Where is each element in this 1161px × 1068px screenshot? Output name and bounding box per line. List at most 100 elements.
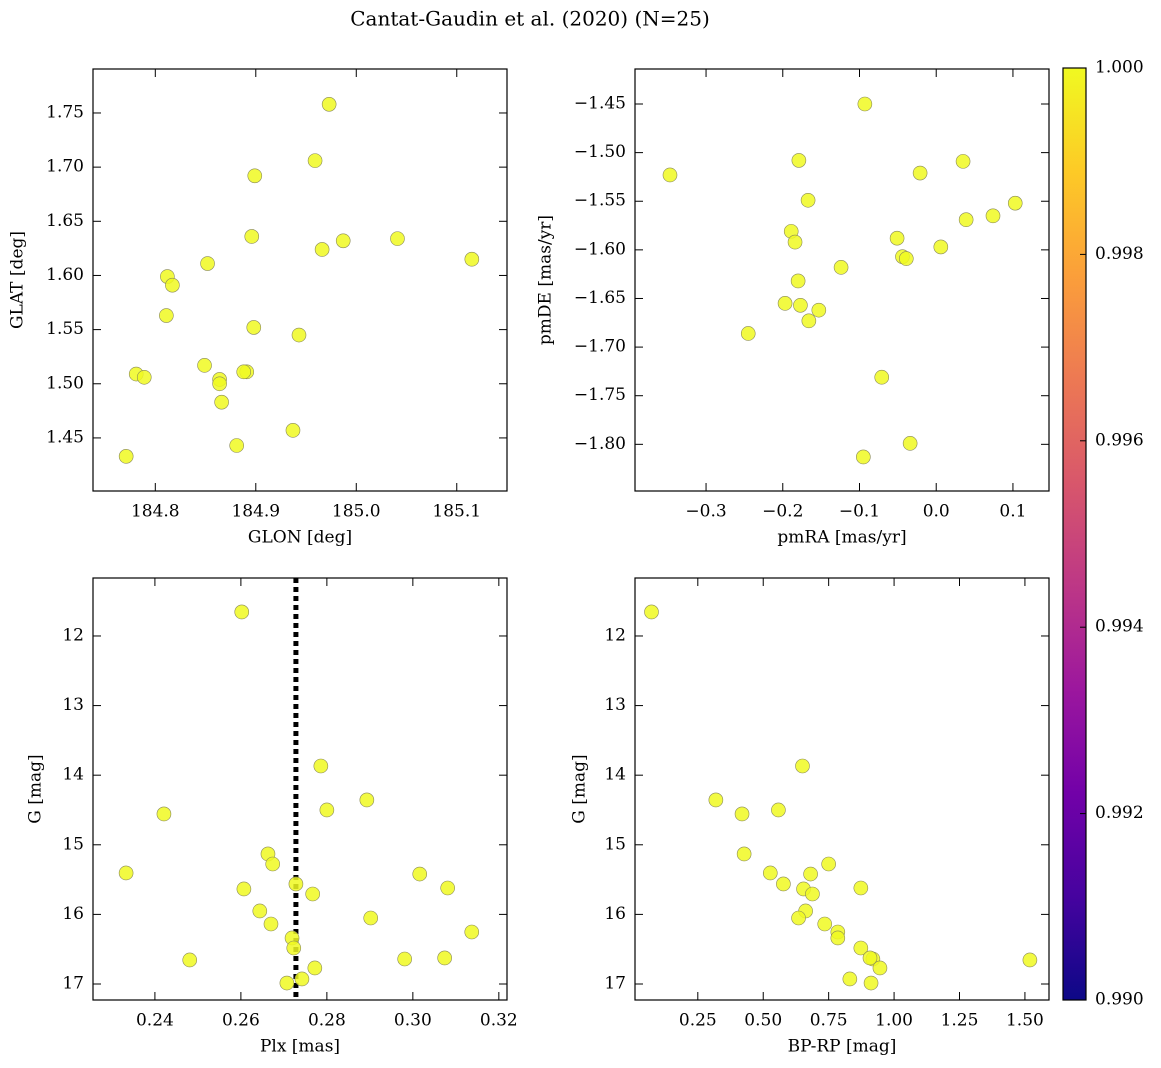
y-tick-label: 17: [62, 973, 84, 993]
data-point: [136, 369, 152, 385]
data-point: [397, 951, 412, 967]
x-tick-label: −0.3: [685, 502, 726, 522]
data-point: [197, 358, 212, 373]
data-point: [1007, 195, 1023, 211]
data-point: [200, 256, 215, 271]
data-point: [314, 242, 330, 257]
data-point: [662, 167, 678, 183]
x-tick-label: 184.9: [231, 502, 280, 522]
data-point: [313, 758, 329, 774]
x-axis-label: GLON [deg]: [248, 528, 352, 548]
y-tick-label: 13: [604, 695, 626, 715]
y-tick-label: 1.55: [46, 319, 84, 339]
x-tick-label: 0.0: [923, 502, 950, 522]
y-tick-label: 1.75: [46, 102, 84, 122]
data-point: [853, 940, 869, 956]
y-tick-label: −1.80: [574, 434, 626, 454]
data-point: [319, 802, 335, 818]
y-tick-label: 15: [604, 834, 626, 854]
data-point: [212, 376, 227, 392]
data-point: [955, 154, 971, 169]
y-tick-label: −1.70: [574, 337, 626, 357]
y-tick-label: 16: [62, 904, 84, 924]
data-point: [791, 910, 806, 926]
data-point: [165, 277, 180, 293]
axes-frame: [92, 577, 508, 1001]
data-point: [985, 208, 1001, 224]
x-tick-label: −0.1: [839, 502, 880, 522]
data-point: [291, 327, 307, 343]
data-point: [214, 394, 229, 410]
data-point: [440, 880, 455, 896]
y-tick-label: 14: [62, 765, 84, 785]
data-point: [833, 260, 849, 275]
y-tick-label: −1.45: [574, 94, 626, 114]
data-point: [787, 234, 803, 250]
x-tick-label: 0.50: [744, 1011, 782, 1031]
data-point: [736, 846, 752, 862]
y-axis-label: pmDE [mas/yr]: [536, 215, 556, 345]
colorbar-tick-label: 0.990: [1095, 990, 1144, 1010]
data-point: [817, 916, 833, 932]
data-point: [856, 449, 871, 465]
y-tick-label: 1.70: [46, 157, 84, 177]
y-axis-label: G [mag]: [570, 754, 590, 823]
data-point: [265, 856, 281, 872]
colorbar-tick-label: 0.996: [1095, 430, 1144, 450]
data-point: [776, 876, 791, 892]
data-point: [288, 876, 304, 892]
y-tick-label: 1.50: [46, 373, 84, 393]
data-point: [363, 910, 379, 926]
data-point: [863, 975, 879, 991]
y-tick-label: 12: [62, 625, 84, 645]
data-point: [118, 865, 134, 881]
data-point: [321, 97, 337, 112]
data-point: [801, 313, 817, 329]
y-tick-label: −1.65: [574, 288, 626, 308]
data-point: [811, 302, 827, 318]
y-tick-label: 15: [62, 834, 84, 854]
data-point: [252, 903, 268, 919]
axes-frame: [634, 577, 1050, 1001]
data-point: [853, 880, 869, 896]
x-tick-label: 0.1: [999, 502, 1026, 522]
data-point: [464, 924, 480, 940]
y-tick-label: 1.65: [46, 211, 84, 231]
data-point: [762, 865, 778, 881]
y-tick-label: 13: [62, 695, 84, 715]
data-point: [874, 369, 890, 385]
data-point: [305, 886, 320, 902]
data-point: [335, 233, 351, 249]
data-point: [958, 212, 974, 228]
data-point: [793, 297, 808, 313]
data-point: [390, 231, 405, 246]
data-point: [898, 251, 914, 266]
data-point: [236, 881, 252, 897]
x-tick-label: 185.0: [332, 502, 381, 522]
x-tick-label: 185.1: [432, 502, 481, 522]
x-tick-label: 0.30: [394, 1011, 432, 1031]
data-point: [857, 96, 873, 112]
x-axis-label: pmRA [mas/yr]: [777, 528, 906, 548]
data-point: [412, 866, 428, 882]
y-tick-label: 1.45: [46, 427, 84, 447]
data-point: [156, 806, 172, 822]
data-point: [118, 449, 134, 464]
y-axis-label: GLAT [deg]: [8, 231, 28, 329]
y-tick-label: 1.60: [46, 265, 84, 285]
data-point: [795, 758, 810, 774]
x-tick-label: 1.00: [875, 1011, 913, 1031]
panel: 0.24 0.26 0.28 0.30 0.32 12 13 14 15 16 17 Plx [mas…: [26, 577, 518, 1057]
data-point: [285, 423, 301, 438]
data-point: [933, 239, 949, 255]
data-point: [229, 438, 244, 453]
x-tick-label: 1.50: [1006, 1011, 1044, 1031]
data-point: [800, 192, 816, 208]
x-tick-label: 184.8: [131, 502, 180, 522]
data-point: [359, 792, 375, 808]
x-tick-label: 0.25: [679, 1011, 717, 1031]
x-tick-label: 0.26: [222, 1011, 260, 1031]
x-tick-label: 0.24: [136, 1011, 174, 1031]
y-tick-label: 16: [604, 904, 626, 924]
data-point: [862, 950, 878, 966]
